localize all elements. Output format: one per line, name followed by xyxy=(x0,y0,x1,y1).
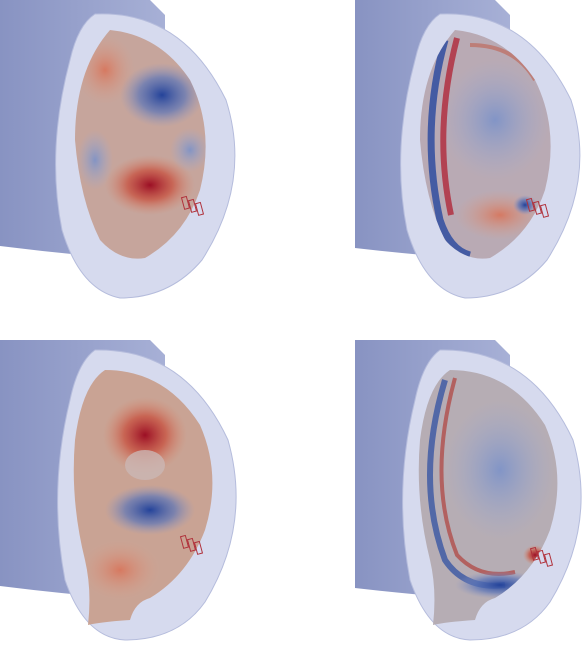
mode-lobe xyxy=(80,540,160,600)
diagnostic xyxy=(179,534,204,555)
diagnostic xyxy=(525,197,550,218)
mode-lobe xyxy=(440,60,550,180)
diagnostic xyxy=(529,546,554,567)
mode-lobe xyxy=(445,400,555,540)
mode-lobe xyxy=(77,130,113,190)
panel xyxy=(355,0,581,299)
diagnostic xyxy=(180,195,205,216)
plasma xyxy=(75,30,206,259)
mode-lobe xyxy=(105,485,195,535)
mode-lobe xyxy=(103,397,187,473)
mode-lobe xyxy=(513,195,537,215)
plasma xyxy=(73,370,213,625)
panel xyxy=(0,0,236,299)
mode-stripe xyxy=(440,37,460,216)
panel xyxy=(355,340,582,641)
mode-lobe xyxy=(170,128,206,172)
mode-lobe xyxy=(125,450,165,480)
mode-stripe xyxy=(427,39,472,259)
mode-lobe xyxy=(105,155,195,215)
mode-lobe xyxy=(120,63,204,127)
panel xyxy=(0,340,237,641)
